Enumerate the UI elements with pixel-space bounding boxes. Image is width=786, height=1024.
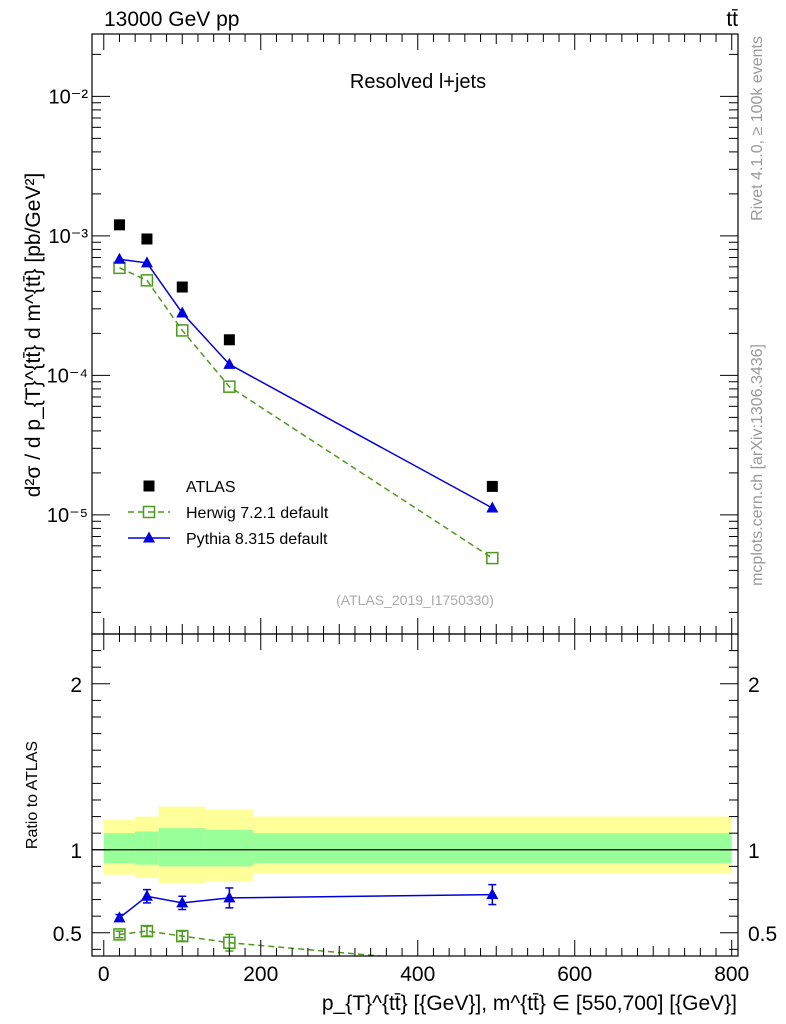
band-bin xyxy=(135,831,159,865)
ratio-y-axis-label: Ratio to ATLAS xyxy=(24,741,41,849)
data-point xyxy=(486,501,499,513)
legend-entry-pythia-8-315-default: Pythia 8.315 default xyxy=(128,531,328,548)
ratio-y-tick-label-right: 0.5 xyxy=(748,923,777,946)
x-tick-label: 400 xyxy=(400,963,435,986)
x-tick-label: 600 xyxy=(557,963,592,986)
data-point xyxy=(223,334,235,346)
legend-label: Pythia 8.315 default xyxy=(186,531,328,548)
series-atlas xyxy=(113,219,498,492)
main-y-tick-label: 10⁻³ xyxy=(49,226,89,248)
legend-entry-atlas: ATLAS xyxy=(143,479,236,496)
x-tick-label: 200 xyxy=(243,963,278,986)
data-point xyxy=(140,256,153,268)
series-line xyxy=(119,267,493,559)
data-point xyxy=(176,324,189,337)
ratio-series-line xyxy=(119,893,493,919)
ratio-point xyxy=(176,929,189,943)
ratio-y-tick-label: 0.5 xyxy=(53,923,82,946)
data-point xyxy=(223,357,236,369)
x-axis-label: p_{T}^{tt̄} [{GeV}], m^{tt̄} ∈ [550,700]… xyxy=(322,992,737,1015)
main-y-tick-label: 10⁻⁵ xyxy=(47,505,88,527)
ratio-series-pythia-8-315-default xyxy=(113,883,499,923)
band-bin xyxy=(158,828,206,867)
data-point xyxy=(176,281,188,293)
x-tick-label: 800 xyxy=(714,963,749,986)
energy-label: 13000 GeV pp xyxy=(104,8,239,31)
data-point xyxy=(486,480,498,492)
band-bin xyxy=(205,829,253,867)
ratio-point xyxy=(140,889,153,901)
ratio-y-tick-label-right: 1 xyxy=(748,840,760,863)
data-point xyxy=(223,380,236,393)
ratio-series-line xyxy=(119,930,389,956)
data-point xyxy=(140,274,154,287)
rivet-version-label: Rivet 4.1.0, ≥ 100k events xyxy=(749,36,766,221)
ratio-point xyxy=(140,924,154,938)
main-y-axis-label: d²σ / d p_{T}^{tt̄} d m^{tt̄} [pb/GeV²] xyxy=(22,173,45,498)
ratio-point xyxy=(176,896,189,908)
legend: ATLAS Herwig 7.2.1 default Pythia 8.315 de… xyxy=(128,479,329,548)
ratio-panel: 0.5 0.5 1 1 2 2 0 200 400 600 800 Ratio to ATLAS p… xyxy=(24,633,777,1015)
legend-marker xyxy=(143,480,155,492)
series-line xyxy=(119,258,493,509)
legend-entry-herwig-7-2-1-default: Herwig 7.2.1 default xyxy=(128,505,329,522)
ratio-series-herwig-7-2-1-default xyxy=(113,924,389,956)
ratio-y-tick-label: 2 xyxy=(70,674,82,697)
band-bin xyxy=(103,833,136,864)
data-point xyxy=(113,219,125,231)
legend-marker xyxy=(143,531,155,543)
ratio-point xyxy=(486,888,499,900)
data-point xyxy=(176,306,189,318)
legend-marker xyxy=(142,505,156,519)
series-herwig-7-2-1-default xyxy=(113,261,499,565)
x-tick-label: 0 xyxy=(98,963,110,986)
ratio-point xyxy=(113,928,126,941)
data-point xyxy=(486,551,499,565)
data-point xyxy=(141,233,153,245)
ratio-y-tick-label: 1 xyxy=(70,840,82,863)
series-pythia-8-315-default xyxy=(113,252,499,513)
main-y-tick-label: 10⁻² xyxy=(49,86,89,108)
main-panel: 10⁻⁵ 10⁻⁴ 10⁻³ 10⁻² Resolved l+jets (ATLAS_… xyxy=(22,33,739,635)
ratio-frame xyxy=(91,633,739,957)
mcplots-label: mcplots.cern.ch [arXiv:1306.3436] xyxy=(749,344,766,586)
ratio-point xyxy=(113,911,126,923)
ratio-point xyxy=(223,891,236,903)
band-stat-uncertainty xyxy=(103,828,732,867)
ratio-y-tick-label-right: 2 xyxy=(748,674,760,697)
plot-title: Resolved l+jets xyxy=(350,71,486,93)
analysis-label: (ATLAS_2019_I1750330) xyxy=(336,592,494,608)
legend-label: ATLAS xyxy=(186,479,236,496)
process-label: tt̄ xyxy=(726,8,738,31)
band-bin xyxy=(252,833,732,864)
legend-label: Herwig 7.2.1 default xyxy=(186,505,329,522)
data-point xyxy=(113,252,126,264)
main-y-tick-label: 10⁻⁴ xyxy=(47,365,88,387)
